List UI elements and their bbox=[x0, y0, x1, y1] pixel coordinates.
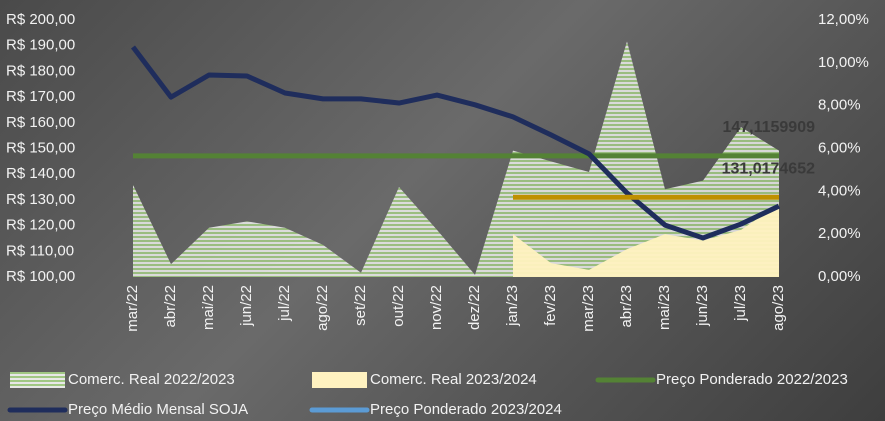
x-tick-label: abr/22 bbox=[162, 285, 179, 328]
x-tick-label: fev/23 bbox=[542, 285, 559, 326]
x-tick-label: mai/22 bbox=[200, 285, 217, 330]
page: R$ 100,00 R$ 110,00 R$ 120,00 R$ 130,00 R$ 1… bbox=[0, 0, 885, 421]
chart: R$ 100,00 R$ 110,00 R$ 120,00 R$ 130,00 R$ 1… bbox=[0, 0, 885, 421]
x-tick-label: nov/22 bbox=[428, 285, 445, 330]
legend-label: Preço Ponderado 2023/2024 bbox=[370, 401, 562, 418]
y2-tick-label: 0,00% bbox=[818, 268, 861, 285]
x-tick-label: jul/23 bbox=[732, 285, 749, 322]
y2-tick-label: 8,00% bbox=[818, 97, 861, 114]
y-tick-label: R$ 170,00 bbox=[6, 88, 75, 105]
x-tick-label: dez/22 bbox=[466, 285, 483, 330]
y2-tick-label: 6,00% bbox=[818, 139, 861, 156]
x-tick-label: mar/23 bbox=[580, 285, 597, 332]
legend-label: Comerc. Real 2022/2023 bbox=[68, 371, 235, 388]
x-tick-label: jun/22 bbox=[238, 285, 255, 327]
x-tick-label: jul/22 bbox=[276, 285, 293, 322]
x-tick-label: abr/23 bbox=[618, 285, 635, 328]
legend-label: Preço Ponderado 2022/2023 bbox=[656, 371, 848, 388]
y2-tick-label: 10,00% bbox=[818, 54, 869, 71]
x-tick-label: mai/23 bbox=[656, 285, 673, 330]
x-tick-label: jan/23 bbox=[504, 285, 521, 327]
legend-label: Comerc. Real 2023/2024 bbox=[370, 371, 537, 388]
x-tick-label: ago/22 bbox=[314, 285, 331, 331]
x-tick-label: out/22 bbox=[390, 285, 407, 327]
x-tick-label: mar/22 bbox=[124, 285, 141, 332]
x-tick-label: jun/23 bbox=[694, 285, 711, 327]
value-label: 131,0174652 bbox=[722, 161, 816, 178]
y-tick-label: R$ 130,00 bbox=[6, 191, 75, 208]
legend-label: Preço Médio Mensal SOJA bbox=[68, 401, 248, 418]
y-tick-label: R$ 150,00 bbox=[6, 139, 75, 156]
x-tick-label: set/22 bbox=[352, 285, 369, 326]
y-tick-label: R$ 200,00 bbox=[6, 11, 75, 28]
y-tick-label: R$ 190,00 bbox=[6, 37, 75, 54]
y-tick-label: R$ 180,00 bbox=[6, 62, 75, 79]
x-tick-label: ago/23 bbox=[770, 285, 787, 331]
legend-swatch bbox=[312, 372, 367, 388]
y-tick-label: R$ 100,00 bbox=[6, 268, 75, 285]
value-label: 147,1159909 bbox=[722, 119, 815, 136]
y2-tick-label: 4,00% bbox=[818, 182, 861, 199]
y2-tick-label: 12,00% bbox=[818, 11, 869, 28]
y-tick-label: R$ 160,00 bbox=[6, 114, 75, 131]
y-tick-label: R$ 120,00 bbox=[6, 217, 75, 234]
y-tick-label: R$ 140,00 bbox=[6, 165, 75, 182]
y-tick-label: R$ 110,00 bbox=[6, 242, 74, 259]
y2-tick-label: 2,00% bbox=[818, 225, 861, 242]
legend-swatch bbox=[10, 372, 65, 388]
